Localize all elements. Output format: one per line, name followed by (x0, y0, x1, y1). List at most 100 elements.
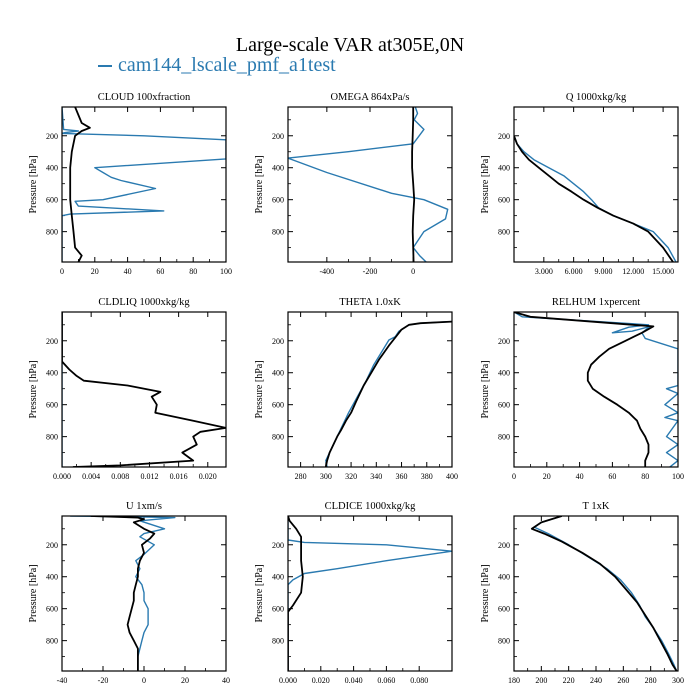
series-line-model (514, 312, 678, 467)
panel-title: CLDICE 1000xkg/kg (325, 501, 416, 512)
x-tick-label: 0.012 (140, 472, 158, 481)
y-tick-label: 200 (272, 132, 284, 141)
y-axis-label: Pressure [hPa] (254, 155, 265, 213)
y-tick-label: 800 (498, 228, 510, 237)
chart-panel-3: Q 1000xkg/kg Pressure [hPa] 3.000 6.000 9.00… (480, 92, 679, 276)
y-tick-label: 400 (272, 164, 284, 173)
y-axis-label: Pressure [hPa] (480, 155, 491, 213)
y-tick-label: 600 (272, 196, 284, 205)
panel-title: CLOUD 100xfraction (98, 92, 191, 103)
x-tick-label: 60 (608, 472, 616, 481)
series-line-model (288, 107, 449, 262)
x-tick-label: 0 (60, 267, 64, 276)
chart-panel-7: U 1xm/s Pressure [hPa] -40 -20 0 20 40 200 400 60… (28, 501, 230, 685)
y-axis-label: Pressure [hPa] (254, 360, 265, 418)
series-line-model (533, 516, 678, 671)
x-tick-label: 40 (124, 267, 132, 276)
y-tick-label: 600 (46, 401, 58, 410)
y-tick-label: 800 (272, 637, 284, 646)
series-line-ref (69, 107, 91, 262)
chart-panel-5: THETA 1.0xK Pressure [hPa] 280 300 320 340 360… (254, 297, 458, 481)
y-tick-label: 400 (498, 369, 510, 378)
y-tick-label: 400 (272, 369, 284, 378)
x-tick-label: 280 (295, 472, 307, 481)
x-tick-label: 60 (156, 267, 164, 276)
x-tick-label: 0 (411, 267, 415, 276)
y-axis-label: Pressure [hPa] (254, 564, 265, 622)
x-tick-label: 80 (641, 472, 649, 481)
x-tick-label: 0 (512, 472, 516, 481)
x-tick-label: 280 (645, 676, 657, 685)
x-tick-label: 0 (142, 676, 146, 685)
chart-panel-8: CLDICE 1000xkg/kg Pressure [hPa] 0.000 0.02… (254, 501, 453, 685)
y-tick-label: 400 (46, 369, 58, 378)
x-tick-label: 20 (91, 267, 99, 276)
y-tick-label: 600 (498, 401, 510, 410)
plot-frame (513, 106, 679, 263)
chart-panel-6: RELHUM 1xpercent Pressure [hPa] 0 20 40 60 80 1… (480, 297, 684, 481)
x-tick-label: 240 (590, 676, 602, 685)
chart-panel-1: CLOUD 100xfraction Pressure [hPa] 0 20 40 60 8… (28, 92, 232, 276)
y-tick-label: 200 (46, 337, 58, 346)
y-axis-label: Pressure [hPa] (480, 564, 491, 622)
x-tick-label: -200 (363, 267, 378, 276)
x-tick-label: 320 (345, 472, 357, 481)
x-tick-label: 360 (396, 472, 408, 481)
y-tick-label: 400 (498, 573, 510, 582)
y-tick-label: 600 (46, 605, 58, 614)
series-line-ref (514, 312, 655, 467)
x-tick-label: 3.000 (535, 267, 553, 276)
y-tick-label: 600 (498, 196, 510, 205)
x-tick-label: 9.000 (594, 267, 612, 276)
panel-title: RELHUM 1xpercent (552, 297, 640, 308)
y-tick-label: 600 (272, 401, 284, 410)
series-line-model (70, 516, 176, 671)
series-line-model (514, 135, 677, 262)
plot-frame (61, 515, 227, 672)
y-tick-label: 200 (46, 541, 58, 550)
x-tick-label: 200 (535, 676, 547, 685)
y-tick-label: 200 (46, 132, 58, 141)
panel-title: CLDLIQ 1000xkg/kg (98, 297, 190, 308)
x-tick-label: 20 (181, 676, 189, 685)
plot-frame (61, 311, 227, 468)
y-axis-label: Pressure [hPa] (28, 564, 39, 622)
x-tick-label: 15.000 (652, 267, 674, 276)
legend: cam144_lscale_pmf_a1test (98, 54, 336, 77)
series-line-model (62, 107, 226, 262)
plot-frame (61, 106, 227, 263)
plot-frame (513, 515, 679, 672)
y-axis-label: Pressure [hPa] (480, 360, 491, 418)
x-tick-label: 300 (320, 472, 332, 481)
figure-title: Large-scale VAR at305E,0N (235, 34, 465, 56)
x-tick-label: 0.060 (377, 676, 395, 685)
x-tick-label: 220 (563, 676, 575, 685)
y-tick-label: 800 (498, 637, 510, 646)
series-line-ref (62, 312, 226, 467)
y-axis-label: Pressure [hPa] (28, 155, 39, 213)
chart-panel-4: CLDLIQ 1000xkg/kg Pressure [hPa] 0.000 0.00… (28, 297, 227, 481)
series-line-ref (90, 516, 156, 671)
y-tick-label: 400 (498, 164, 510, 173)
x-tick-label: 80 (189, 267, 197, 276)
y-tick-label: 800 (46, 637, 58, 646)
series-line-model (325, 320, 452, 467)
panel-title: THETA 1.0xK (339, 297, 401, 308)
y-tick-label: 400 (272, 573, 284, 582)
y-tick-label: 800 (46, 228, 58, 237)
chart-panel-9: T 1xK Pressure [hPa] 180 200 220 240 260 280 300… (480, 501, 684, 685)
y-tick-label: 200 (498, 337, 510, 346)
x-tick-label: 0.000 (53, 472, 71, 481)
x-tick-label: -20 (98, 676, 109, 685)
plot-frame (513, 311, 679, 468)
y-axis-label: Pressure [hPa] (28, 360, 39, 418)
plot-frame (287, 515, 453, 672)
x-tick-label: 0.020 (312, 676, 330, 685)
y-tick-label: 800 (272, 433, 284, 442)
series-line-ref (411, 107, 416, 262)
panel-title: OMEGA 864xPa/s (330, 92, 409, 103)
plot-frame (287, 106, 453, 263)
x-tick-label: -40 (57, 676, 68, 685)
x-tick-label: 0.008 (111, 472, 129, 481)
